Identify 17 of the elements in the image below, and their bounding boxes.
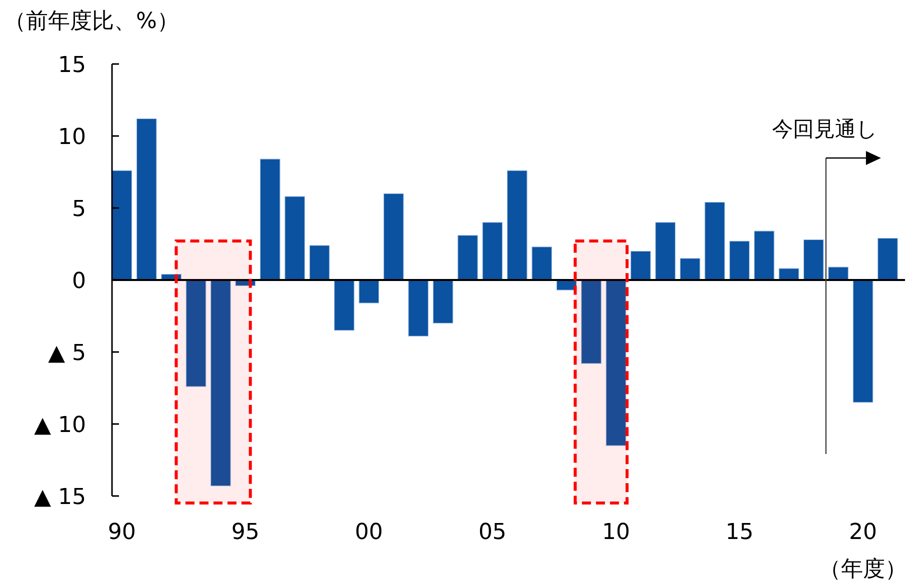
x-tick-label: 00 (354, 520, 383, 545)
x-tick-label: 15 (725, 520, 754, 545)
y-tick-label: ▲ 5 (48, 341, 86, 366)
ref-line-label: 今回見通し (772, 117, 878, 141)
x-tick-label: 05 (478, 520, 506, 545)
y-tick-label: ▲ 10 (34, 413, 86, 438)
y-tick-label: 0 (72, 269, 86, 294)
y-tick-label: 10 (58, 125, 86, 150)
y-tick-label: ▲ 15 (34, 485, 86, 510)
x-axis-title: （年度） (819, 557, 907, 582)
y-tick-label: 5 (72, 197, 86, 222)
x-tick-label: 20 (849, 520, 878, 545)
y-axis-title: （前年度比、%） (4, 9, 179, 34)
x-tick-label: 90 (108, 520, 136, 545)
x-tick-label: 10 (602, 520, 630, 545)
y-tick-label: 15 (58, 53, 86, 78)
x-tick-label: 95 (231, 520, 260, 545)
